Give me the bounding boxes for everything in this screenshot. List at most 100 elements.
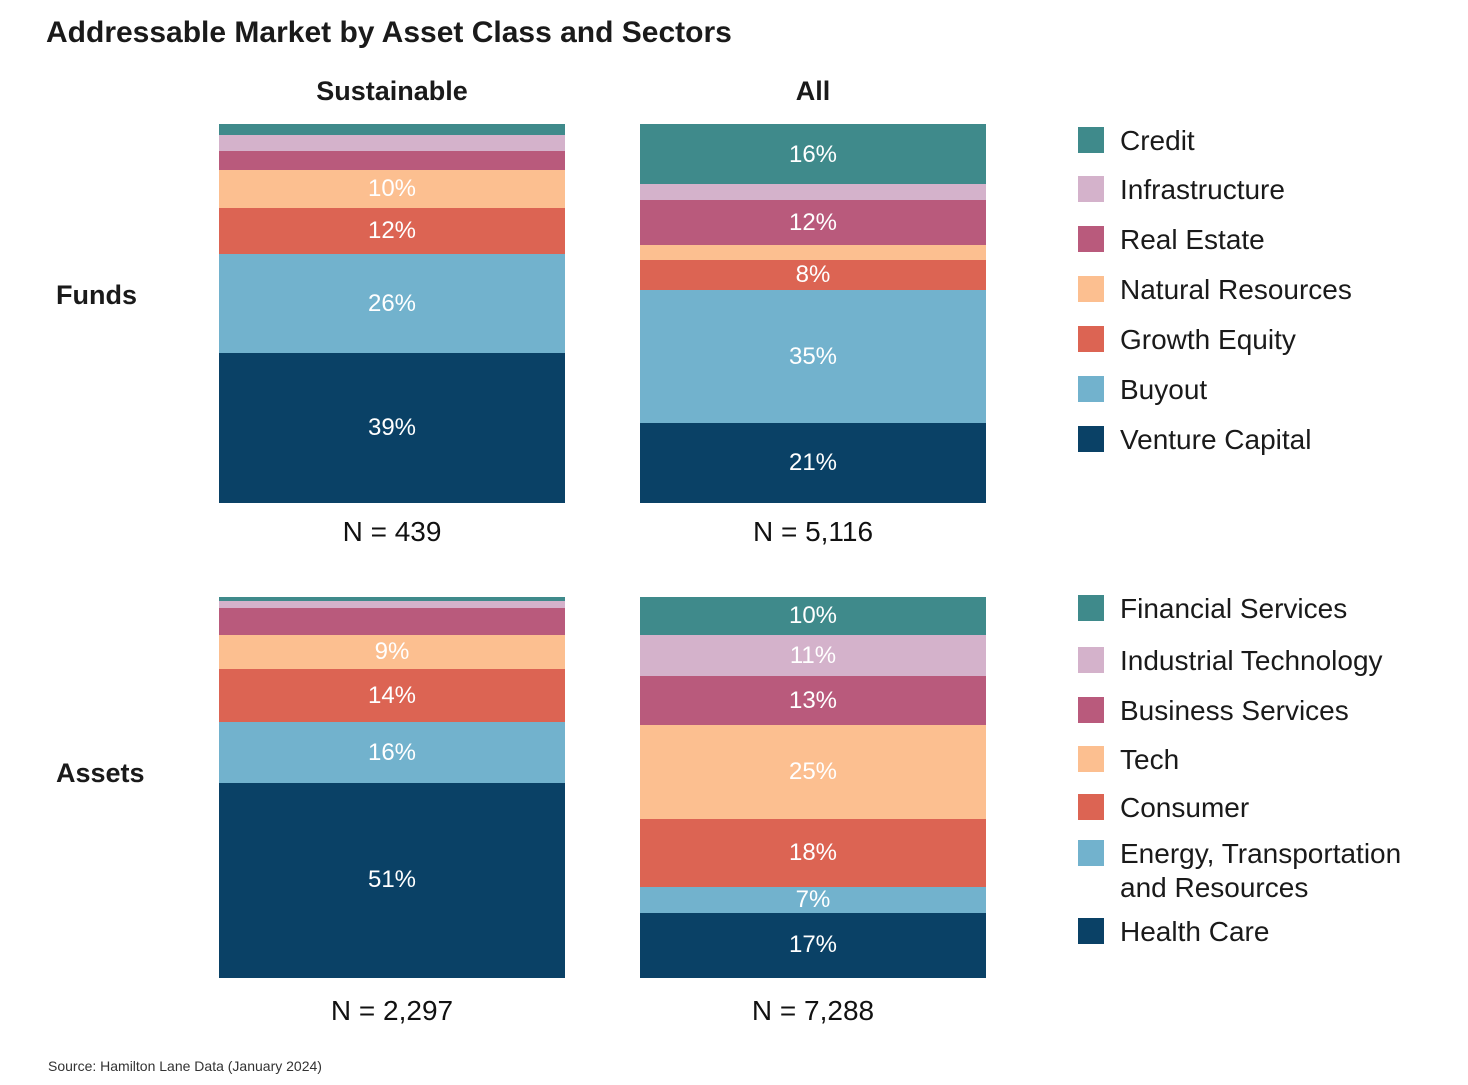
segment-value-label: 39% [367,413,417,441]
legend-swatch-infrastructure [1078,176,1104,202]
bar-segment-growth-equity: 8% [640,260,986,291]
row-header-funds: Funds [56,280,137,310]
legend-swatch-health-care [1078,918,1104,944]
legend-item-real-estate: Real Estate [1078,223,1265,257]
bar-segment-buyout: 26% [219,253,565,354]
legend-item-financial-services: Financial Services [1078,592,1347,626]
chart-title: Addressable Market by Asset Class and Se… [46,16,732,49]
bar-segment-natural-resources [640,244,986,261]
legend-label: Credit [1120,125,1195,156]
segment-value-label: 35% [788,342,838,370]
segment-value-label: 26% [367,289,417,317]
bar-segment-credit: 16% [640,124,986,186]
legend-funds: Credit Infrastructure Real Estate Natura… [1078,124,1458,464]
legend-swatch-credit [1078,127,1104,153]
bar-segment-infrastructure [640,184,986,201]
legend-label: Industrial Technology [1120,645,1383,676]
n-label-funds-all: N = 5,116 [752,516,874,547]
bar-segment-industrial-technology [219,600,565,609]
legend-label: Infrastructure [1120,174,1285,205]
legend-item-consumer: Consumer [1078,791,1249,825]
legend-item-credit: Credit [1078,124,1195,158]
segment-value-label: 9% [374,638,410,666]
n-label-assets-all: N = 7,288 [751,995,875,1026]
bar-segment-consumer: 14% [219,669,565,723]
bar-segment-energy-transportation-and-resources: 16% [219,722,565,784]
legend-item-energy-transportation-resources: Energy, Transportation and Resources [1078,837,1401,905]
legend-label: Business Services [1120,695,1349,726]
legend-assets: Financial Services Industrial Technology… [1078,592,1458,952]
legend-item-tech: Tech [1078,743,1179,777]
stacked-bar-funds-sustainable: 10% 12% 26% 39% [219,124,565,503]
segment-value-label: 11% [789,641,837,669]
bar-segment-tech: 25% [640,724,986,820]
segment-value-label: 16% [367,739,417,767]
segment-value-label: 16% [788,140,838,168]
legend-item-business-services: Business Services [1078,694,1349,728]
bar-segment-consumer: 18% [640,818,986,888]
bar-segment-financial-services: 10% [640,597,986,636]
bar-segment-real-estate [219,150,565,171]
segment-value-label: 10% [788,602,838,630]
bar-segment-business-services: 13% [640,676,986,726]
legend-label: Tech [1120,744,1180,775]
legend-label: Consumer [1120,792,1250,823]
legend-swatch-tech [1078,746,1104,772]
legend-swatch-financial-services [1078,595,1104,621]
legend-swatch-consumer [1078,794,1104,820]
bar-segment-natural-resources: 10% [219,169,565,209]
segment-value-label: 13% [788,686,838,714]
row-header-assets: Assets [56,758,145,788]
source-note: Source: Hamilton Lane Data (January 2024… [48,1058,322,1074]
segment-value-label: 12% [788,208,838,236]
legend-item-growth-equity: Growth Equity [1078,323,1296,357]
bar-segment-buyout: 35% [640,290,986,424]
segment-value-label: 8% [795,261,831,289]
column-header-all: All [795,76,831,106]
legend-item-buyout: Buyout [1078,373,1207,407]
bar-segment-growth-equity: 12% [219,208,565,255]
segment-value-label: 12% [367,217,417,245]
legend-label: Growth Equity [1120,324,1296,355]
bar-segment-venture-capital: 21% [640,422,986,503]
legend-item-industrial-technology: Industrial Technology [1078,644,1383,678]
segment-value-label: 25% [788,758,838,786]
legend-label: Real Estate [1120,224,1265,255]
bar-segment-credit [219,124,565,137]
legend-item-health-care: Health Care [1078,915,1269,949]
segment-value-label: 17% [788,931,838,959]
legend-label: Buyout [1120,374,1208,405]
segment-value-label: 51% [367,866,417,894]
column-header-sustainable: Sustainable [316,76,468,106]
legend-swatch-buyout [1078,376,1104,402]
n-label-assets-sustainable: N = 2,297 [330,995,454,1026]
legend-swatch-growth-equity [1078,326,1104,352]
segment-value-label: 10% [367,175,417,203]
legend-label: Health Care [1120,916,1270,947]
bar-segment-business-services [219,608,565,636]
legend-swatch-industrial-technology [1078,647,1104,673]
legend-item-natural-resources: Natural Resources [1078,273,1352,307]
legend-item-venture-capital: Venture Capital [1078,423,1311,457]
bar-segment-health-care: 17% [640,913,986,978]
legend-swatch-real-estate [1078,226,1104,252]
legend-item-infrastructure: Infrastructure [1078,173,1285,207]
bar-segment-financial-services [219,597,565,602]
legend-label: Financial Services [1120,593,1348,624]
legend-label: Energy, Transportation and Resources [1120,838,1402,903]
segment-value-label: 18% [788,839,838,867]
bar-segment-real-estate: 12% [640,199,986,246]
legend-swatch-energy-transportation-resources [1078,840,1104,866]
legend-label: Venture Capital [1120,424,1312,455]
legend-label: Natural Resources [1120,274,1352,305]
bar-segment-infrastructure [219,135,565,152]
segment-value-label: 14% [367,682,417,710]
bar-segment-industrial-technology: 11% [640,634,986,677]
n-label-funds-sustainable: N = 439 [342,516,442,547]
bar-segment-energy-transportation-and-resources: 7% [640,886,986,914]
legend-swatch-venture-capital [1078,426,1104,452]
bar-segment-health-care: 51% [219,783,565,978]
stacked-bar-assets-sustainable: 9% 14% 16% 51% [219,597,565,978]
stacked-bar-funds-all: 16% 12% 8% 35% 21% [640,124,986,503]
segment-value-label: 21% [788,448,838,476]
